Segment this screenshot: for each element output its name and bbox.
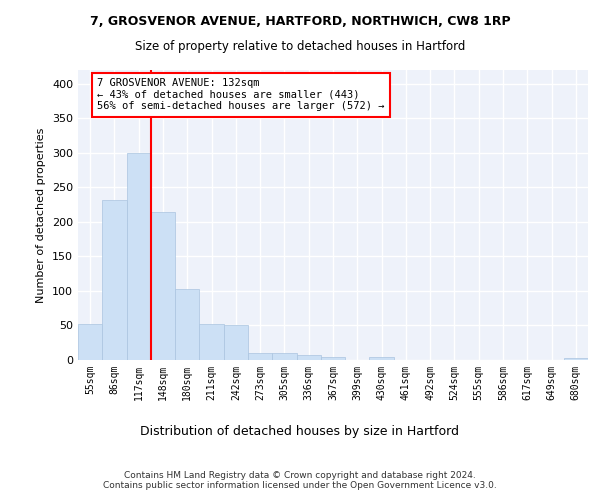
Bar [564,358,588,360]
Bar [272,353,296,360]
Bar [248,353,272,360]
Bar [102,200,127,360]
Text: Size of property relative to detached houses in Hartford: Size of property relative to detached ho… [135,40,465,53]
Text: Distribution of detached houses by size in Hartford: Distribution of detached houses by size … [140,425,460,438]
Text: Contains HM Land Registry data © Crown copyright and database right 2024.
Contai: Contains HM Land Registry data © Crown c… [103,470,497,490]
Text: 7, GROSVENOR AVENUE, HARTFORD, NORTHWICH, CW8 1RP: 7, GROSVENOR AVENUE, HARTFORD, NORTHWICH… [89,15,511,28]
Bar [224,326,248,360]
Y-axis label: Number of detached properties: Number of detached properties [37,128,46,302]
Bar [175,289,199,360]
Bar [78,324,102,360]
Bar [127,153,151,360]
Bar [151,212,175,360]
Bar [370,356,394,360]
Text: 7 GROSVENOR AVENUE: 132sqm
← 43% of detached houses are smaller (443)
56% of sem: 7 GROSVENOR AVENUE: 132sqm ← 43% of deta… [97,78,385,112]
Bar [296,355,321,360]
Bar [199,324,224,360]
Bar [321,356,345,360]
